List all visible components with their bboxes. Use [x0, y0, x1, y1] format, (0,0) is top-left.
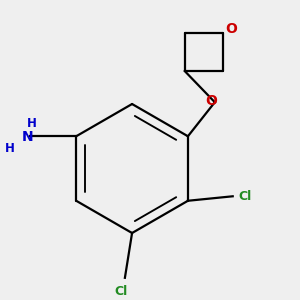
Text: O: O	[225, 22, 237, 37]
Text: Cl: Cl	[238, 190, 251, 203]
Text: H: H	[26, 117, 36, 130]
Text: O: O	[205, 94, 217, 108]
Text: Cl: Cl	[115, 285, 128, 298]
Text: H: H	[5, 142, 15, 155]
Text: N: N	[22, 130, 34, 144]
